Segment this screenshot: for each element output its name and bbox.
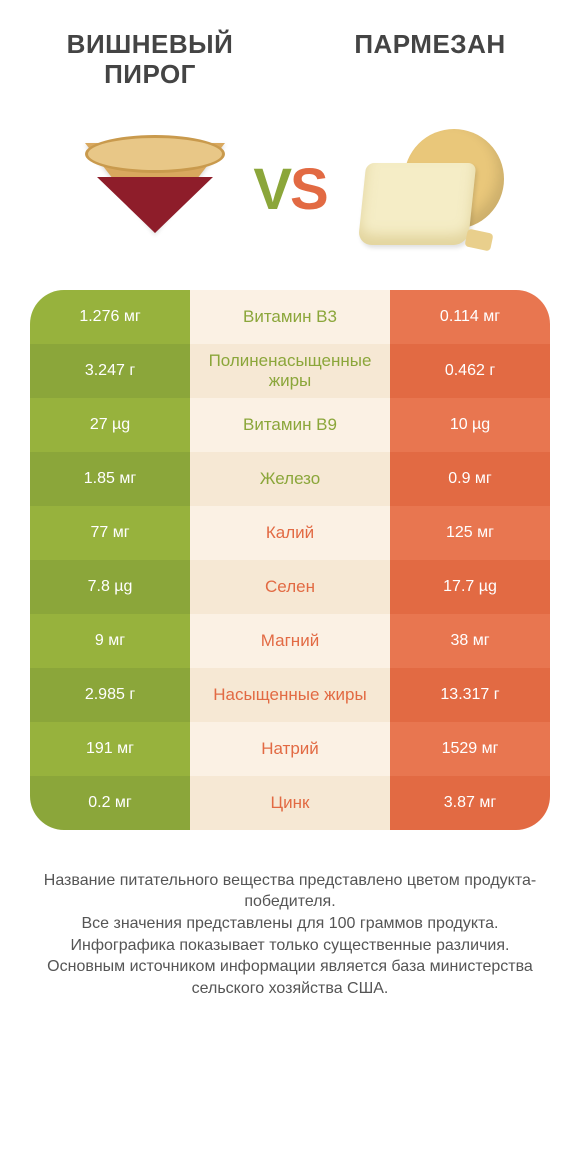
cell-right-value: 0.114 мг — [390, 290, 550, 344]
header-left: ВИШНЕВЫЙ ПИРОГ — [40, 30, 260, 90]
cell-nutrient-label: Насыщенные жиры — [190, 668, 390, 722]
table-row: 1.276 мгВитамин B30.114 мг — [30, 290, 550, 344]
cell-right-value: 10 µg — [390, 398, 550, 452]
cell-right-value: 1529 мг — [390, 722, 550, 776]
table-row: 27 µgВитамин B910 µg — [30, 398, 550, 452]
table-row: 191 мгНатрий1529 мг — [30, 722, 550, 776]
table-row: 3.247 гПолиненасыщенные жиры0.462 г — [30, 344, 550, 398]
vs-letter-v: V — [253, 161, 290, 219]
left-product-title: ВИШНЕВЫЙ ПИРОГ — [40, 30, 260, 90]
left-product-image — [65, 120, 235, 260]
cherry-pie-icon — [75, 135, 225, 245]
cell-right-value: 17.7 µg — [390, 560, 550, 614]
table-row: 9 мгМагний38 мг — [30, 614, 550, 668]
cell-right-value: 13.317 г — [390, 668, 550, 722]
cell-left-value: 1.276 мг — [30, 290, 190, 344]
cell-nutrient-label: Магний — [190, 614, 390, 668]
cell-nutrient-label: Витамин B9 — [190, 398, 390, 452]
parmesan-icon — [350, 125, 510, 255]
table-row: 77 мгКалий125 мг — [30, 506, 550, 560]
cell-left-value: 191 мг — [30, 722, 190, 776]
footer-notes: Название питательного вещества представл… — [0, 830, 580, 1020]
cell-nutrient-label: Цинк — [190, 776, 390, 830]
footer-line-3: Инфографика показывает только существенн… — [30, 935, 550, 957]
image-row: VS — [0, 100, 580, 290]
cell-left-value: 9 мг — [30, 614, 190, 668]
cell-nutrient-label: Натрий — [190, 722, 390, 776]
cell-nutrient-label: Полиненасыщенные жиры — [190, 344, 390, 398]
cell-left-value: 0.2 мг — [30, 776, 190, 830]
cell-right-value: 125 мг — [390, 506, 550, 560]
right-product-title: ПАРМЕЗАН — [320, 30, 540, 60]
cell-left-value: 77 мг — [30, 506, 190, 560]
cell-right-value: 3.87 мг — [390, 776, 550, 830]
table-row: 0.2 мгЦинк3.87 мг — [30, 776, 550, 830]
cell-left-value: 7.8 µg — [30, 560, 190, 614]
cell-right-value: 0.462 г — [390, 344, 550, 398]
vs-badge: VS — [253, 161, 326, 219]
footer-line-2: Все значения представлены для 100 граммо… — [30, 913, 550, 935]
cell-left-value: 2.985 г — [30, 668, 190, 722]
header-row: ВИШНЕВЫЙ ПИРОГ ПАРМЕЗАН — [0, 0, 580, 100]
comparison-table: 1.276 мгВитамин B30.114 мг3.247 гПолинен… — [30, 290, 550, 830]
table-row: 2.985 гНасыщенные жиры13.317 г — [30, 668, 550, 722]
footer-line-1: Название питательного вещества представл… — [30, 870, 550, 913]
cell-nutrient-label: Калий — [190, 506, 390, 560]
cell-left-value: 3.247 г — [30, 344, 190, 398]
cell-left-value: 1.85 мг — [30, 452, 190, 506]
cell-nutrient-label: Селен — [190, 560, 390, 614]
table-row: 7.8 µgСелен17.7 µg — [30, 560, 550, 614]
cell-right-value: 38 мг — [390, 614, 550, 668]
cell-left-value: 27 µg — [30, 398, 190, 452]
right-product-image — [345, 120, 515, 260]
table-row: 1.85 мгЖелезо0.9 мг — [30, 452, 550, 506]
cell-right-value: 0.9 мг — [390, 452, 550, 506]
cell-nutrient-label: Витамин B3 — [190, 290, 390, 344]
vs-letter-s: S — [290, 161, 327, 219]
footer-line-4: Основным источником информации является … — [30, 956, 550, 999]
cell-nutrient-label: Железо — [190, 452, 390, 506]
header-right: ПАРМЕЗАН — [320, 30, 540, 60]
